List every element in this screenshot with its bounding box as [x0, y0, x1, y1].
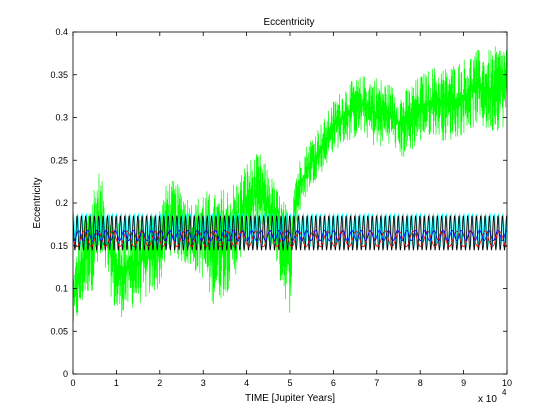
x-axis-multiplier-exponent: 4	[502, 388, 507, 397]
x-tick-label: 9	[461, 378, 466, 388]
series-blue	[72, 230, 507, 241]
y-tick-label: 0.35	[50, 70, 68, 80]
series-layer	[72, 46, 508, 322]
x-tick-label: 2	[157, 378, 162, 388]
y-axis-label: Eccentricity	[32, 177, 43, 228]
x-tick-label: 10	[502, 378, 512, 388]
y-tick-label: 0.2	[55, 198, 68, 208]
y-tick-label: 0.25	[50, 155, 68, 165]
y-tick-label: 0.4	[55, 27, 68, 37]
y-tick-label: 0	[63, 369, 68, 379]
series-green	[72, 46, 508, 322]
x-tick-label: 7	[374, 378, 379, 388]
plot-area	[72, 31, 508, 375]
x-tick-label: 4	[244, 378, 249, 388]
x-tick-label: 0	[70, 378, 75, 388]
y-tick-label: 0.15	[50, 241, 68, 251]
x-tick-label: 6	[331, 378, 336, 388]
chart-title: Eccentricity	[263, 17, 314, 28]
x-tick-label: 1	[114, 378, 119, 388]
y-axis-ticks: 0 0.05 0.1 0.15 0.2 0.25 0.3 0.35 0.4	[50, 27, 507, 379]
y-tick-label: 0.3	[55, 113, 68, 123]
y-tick-label: 0.05	[50, 326, 68, 336]
x-tick-label: 5	[287, 378, 292, 388]
series-red	[72, 230, 508, 247]
x-axis-multiplier: x 10	[478, 394, 497, 405]
x-axis-label: TIME [Jupiter Years]	[245, 393, 335, 404]
y-tick-label: 0.1	[55, 284, 68, 294]
x-tick-label: 3	[201, 378, 206, 388]
x-tick-label: 8	[418, 378, 423, 388]
x-axis-ticks: 0 1 2 3 4 5 6 7 8 9 10	[70, 32, 512, 388]
